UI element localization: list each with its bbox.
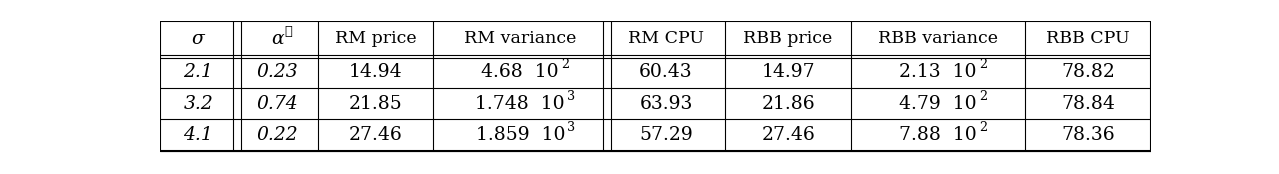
Text: 2.1: 2.1 <box>183 63 214 81</box>
Text: 2: 2 <box>561 58 569 71</box>
Text: 60.43: 60.43 <box>640 63 693 81</box>
Text: 4.1: 4.1 <box>183 126 214 144</box>
Text: 63.93: 63.93 <box>640 95 693 113</box>
Text: 2.13  10: 2.13 10 <box>899 63 977 81</box>
Text: 27.46: 27.46 <box>349 126 403 144</box>
Text: 0.22: 0.22 <box>256 126 298 144</box>
Text: 78.82: 78.82 <box>1062 63 1115 81</box>
Text: 57.29: 57.29 <box>640 126 693 144</box>
Text: 3: 3 <box>567 121 576 134</box>
Text: 78.36: 78.36 <box>1062 126 1115 144</box>
Text: 4.79  10: 4.79 10 <box>899 95 977 113</box>
Text: RM CPU: RM CPU <box>628 30 703 47</box>
Text: RBB variance: RBB variance <box>877 30 998 47</box>
Text: 4.68  10: 4.68 10 <box>481 63 559 81</box>
Text: 0.23: 0.23 <box>256 63 298 81</box>
Text: 27.46: 27.46 <box>761 126 815 144</box>
Text: 14.97: 14.97 <box>761 63 815 81</box>
Text: ⋆: ⋆ <box>284 25 293 38</box>
Text: 78.84: 78.84 <box>1062 95 1115 113</box>
Text: 14.94: 14.94 <box>349 63 403 81</box>
Text: 3.2: 3.2 <box>183 95 214 113</box>
Text: RM variance: RM variance <box>464 30 577 47</box>
Text: 21.85: 21.85 <box>349 95 403 113</box>
Text: RBB price: RBB price <box>743 30 833 47</box>
Text: 3: 3 <box>567 90 576 103</box>
Text: RBB CPU: RBB CPU <box>1046 30 1129 47</box>
Text: RM price: RM price <box>335 30 417 47</box>
Text: 2: 2 <box>978 90 987 103</box>
Text: 2: 2 <box>978 58 987 71</box>
Text: 7.88  10: 7.88 10 <box>899 126 977 144</box>
Text: σ: σ <box>192 30 205 48</box>
Text: 21.86: 21.86 <box>761 95 815 113</box>
Text: α: α <box>271 30 284 48</box>
Text: 0.74: 0.74 <box>256 95 298 113</box>
Text: 2: 2 <box>978 121 987 134</box>
Text: 1.859  10: 1.859 10 <box>476 126 565 144</box>
Text: 1.748  10: 1.748 10 <box>476 95 565 113</box>
